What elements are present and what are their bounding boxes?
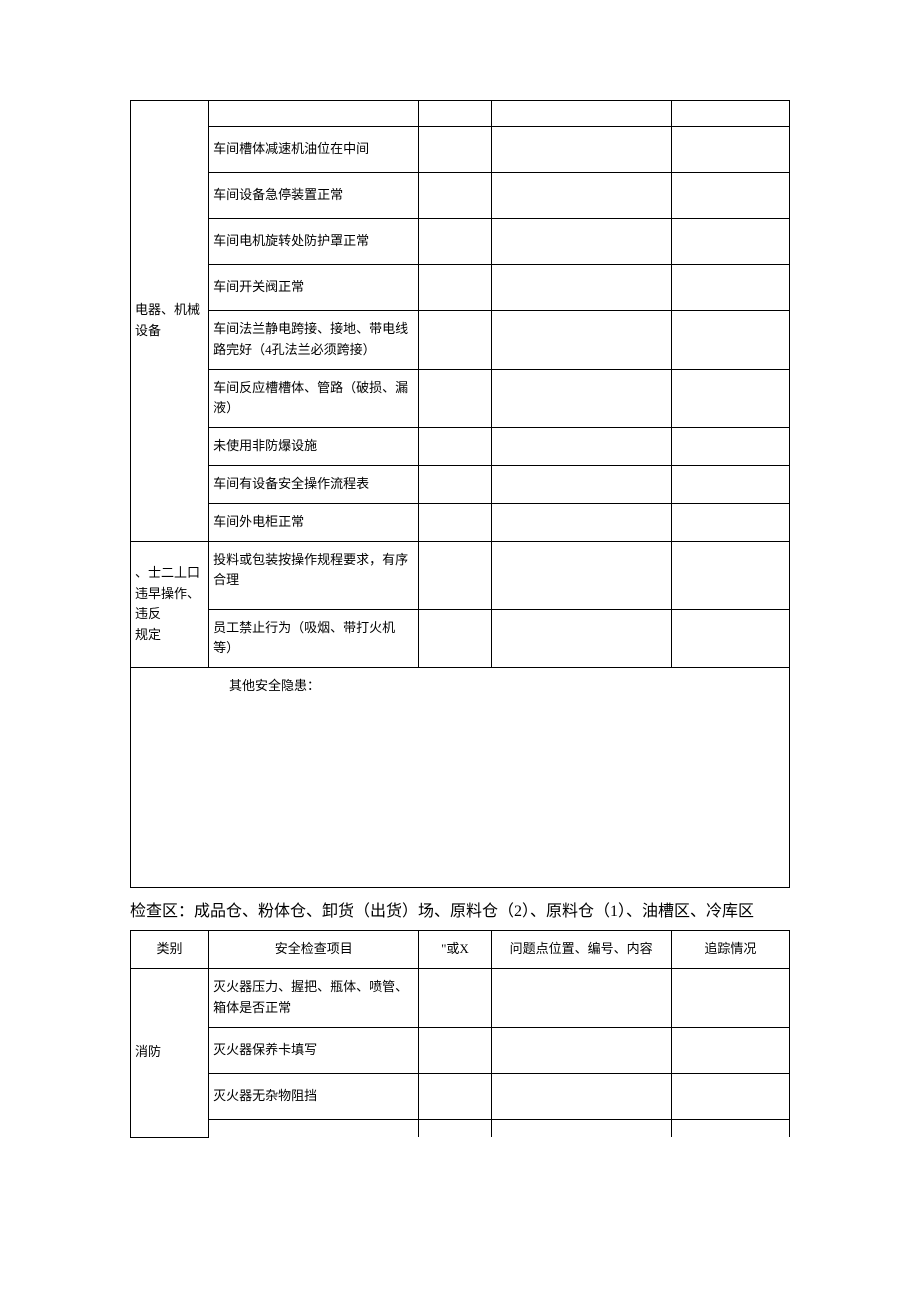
track-cell — [671, 465, 789, 503]
problem-cell — [491, 968, 671, 1027]
problem-cell — [491, 101, 671, 127]
item-cell: 车间槽体减速机油位在中间 — [209, 127, 419, 173]
table-row: 其他安全隐患： — [131, 668, 790, 888]
item-cell: 车间外电柜正常 — [209, 503, 419, 541]
header-item: 安全检查项目 — [209, 931, 419, 969]
item-cell: 车间法兰静电跨接、接地、带电线路完好（4孔法兰必须跨接） — [209, 311, 419, 370]
track-cell — [671, 541, 789, 609]
inspection-table-1: 电器、机械设备 车间槽体减速机油位在中间 车间设备急停装置正常 车间电机旋转处防… — [130, 100, 790, 888]
item-cell: 车间电机旋转处防护罩正常 — [209, 219, 419, 265]
track-cell — [671, 265, 789, 311]
section-title: 检查区：成品仓、粉体仓、卸货（出货）场、原料仓（2）、原料仓（1）、油槽区、冷库… — [130, 900, 790, 924]
table-row: 消防 灭火器压力、握把、瓶体、喷管、箱体是否正常 — [131, 968, 790, 1027]
problem-cell — [491, 503, 671, 541]
item-cell: 车间设备急停装置正常 — [209, 173, 419, 219]
track-cell — [671, 428, 789, 466]
check-cell — [419, 503, 491, 541]
check-cell — [419, 1073, 491, 1119]
item-cell: 灭火器无杂物阻挡 — [209, 1073, 419, 1119]
track-cell — [671, 1027, 789, 1073]
track-cell — [671, 609, 789, 668]
header-check: "或X — [419, 931, 491, 969]
problem-cell — [491, 369, 671, 428]
table-row: 灭火器无杂物阻挡 — [131, 1073, 790, 1119]
item-cell: 灭火器压力、握把、瓶体、喷管、箱体是否正常 — [209, 968, 419, 1027]
table-row: 车间外电柜正常 — [131, 503, 790, 541]
check-cell — [419, 1027, 491, 1073]
track-cell — [671, 503, 789, 541]
item-cell: 未使用非防爆设施 — [209, 428, 419, 466]
table-row: 车间有设备安全操作流程表 — [131, 465, 790, 503]
check-cell — [419, 127, 491, 173]
check-cell — [419, 465, 491, 503]
problem-cell — [491, 265, 671, 311]
table-row: 电器、机械设备 — [131, 101, 790, 127]
problem-cell — [491, 311, 671, 370]
problem-cell — [491, 541, 671, 609]
other-hazard-label: 其他安全隐患： — [139, 678, 320, 693]
table-row: 灭火器保养卡填写 — [131, 1027, 790, 1073]
table-row: 员工禁止行为（吸烟、带打火机等） — [131, 609, 790, 668]
problem-cell — [491, 465, 671, 503]
item-cell: 车间有设备安全操作流程表 — [209, 465, 419, 503]
track-cell — [671, 219, 789, 265]
problem-cell — [491, 1119, 671, 1137]
check-cell — [419, 609, 491, 668]
table-row: 车间开关阀正常 — [131, 265, 790, 311]
check-cell — [419, 265, 491, 311]
header-category: 类别 — [131, 931, 209, 969]
problem-cell — [491, 127, 671, 173]
problem-cell — [491, 173, 671, 219]
item-cell: 车间开关阀正常 — [209, 265, 419, 311]
problem-cell — [491, 609, 671, 668]
item-cell: 投料或包装按操作规程要求，有序合理 — [209, 541, 419, 609]
problem-cell — [491, 1027, 671, 1073]
category-cell: 电器、机械设备 — [131, 101, 209, 542]
item-cell: 车间反应槽槽体、管路（破损、漏液） — [209, 369, 419, 428]
problem-cell — [491, 428, 671, 466]
other-hazard-cell: 其他安全隐患： — [131, 668, 790, 888]
check-cell — [419, 541, 491, 609]
track-cell — [671, 173, 789, 219]
track-cell — [671, 101, 789, 127]
table-row: 车间法兰静电跨接、接地、带电线路完好（4孔法兰必须跨接） — [131, 311, 790, 370]
check-cell — [419, 173, 491, 219]
header-problem: 问题点位置、编号、内容 — [491, 931, 671, 969]
check-cell — [419, 369, 491, 428]
table-row — [131, 1119, 790, 1137]
check-cell — [419, 311, 491, 370]
category-cell: 消防 — [131, 968, 209, 1137]
check-cell — [419, 219, 491, 265]
track-cell — [671, 311, 789, 370]
table-row: 车间反应槽槽体、管路（破损、漏液） — [131, 369, 790, 428]
check-cell — [419, 101, 491, 127]
item-cell — [209, 1119, 419, 1137]
track-cell — [671, 968, 789, 1027]
item-cell: 员工禁止行为（吸烟、带打火机等） — [209, 609, 419, 668]
check-cell — [419, 428, 491, 466]
table-row: 、士二丄口违早操作、违反 规定 投料或包装按操作规程要求，有序合理 — [131, 541, 790, 609]
check-cell — [419, 968, 491, 1027]
track-cell — [671, 127, 789, 173]
table-row: 未使用非防爆设施 — [131, 428, 790, 466]
check-cell — [419, 1119, 491, 1137]
problem-cell — [491, 1073, 671, 1119]
table-row: 车间槽体减速机油位在中间 — [131, 127, 790, 173]
table-row: 车间电机旋转处防护罩正常 — [131, 219, 790, 265]
header-track: 追踪情况 — [671, 931, 789, 969]
track-cell — [671, 1119, 789, 1137]
track-cell — [671, 369, 789, 428]
item-cell — [209, 101, 419, 127]
inspection-table-2: 类别 安全检查项目 "或X 问题点位置、编号、内容 追踪情况 消防 灭火器压力、… — [130, 930, 790, 1137]
problem-cell — [491, 219, 671, 265]
track-cell — [671, 1073, 789, 1119]
category-cell: 、士二丄口违早操作、违反 规定 — [131, 541, 209, 668]
table-row: 车间设备急停装置正常 — [131, 173, 790, 219]
table-header-row: 类别 安全检查项目 "或X 问题点位置、编号、内容 追踪情况 — [131, 931, 790, 969]
item-cell: 灭火器保养卡填写 — [209, 1027, 419, 1073]
